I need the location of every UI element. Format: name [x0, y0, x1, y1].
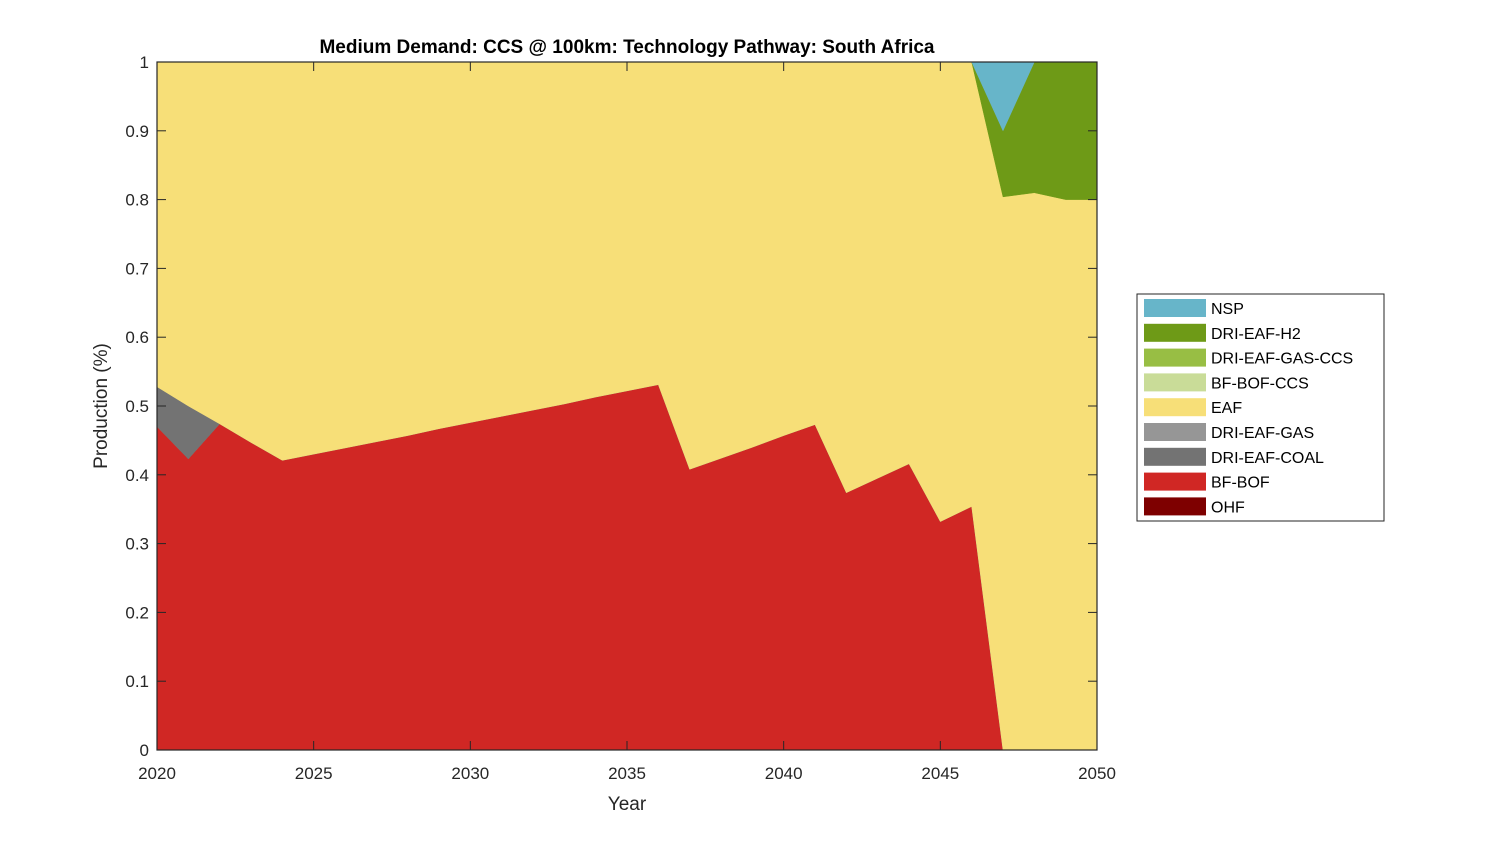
legend-swatch-eaf: [1144, 398, 1206, 417]
legend-label-eaf: EAF: [1211, 400, 1242, 417]
legend-label-dri-eaf-coal: DRI-EAF-COAL: [1211, 450, 1324, 467]
legend-swatch-bf-bof: [1144, 472, 1206, 491]
legend-label-dri-eaf-h2: DRI-EAF-H2: [1211, 326, 1301, 343]
x-tick-labels: 2020 2025 2030 2035 2040 2045 2050: [138, 764, 1116, 783]
x-tick-label: 2025: [295, 764, 333, 783]
x-tick-label: 2030: [451, 764, 489, 783]
y-tick-label: 0.4: [125, 466, 149, 485]
legend-swatch-dri-eaf-h2: [1144, 323, 1206, 342]
legend-label-nsp: NSP: [1211, 301, 1244, 318]
y-tick-label: 0.8: [125, 191, 149, 210]
y-tick-label: 0.2: [125, 603, 149, 622]
y-tick-label: 0.6: [125, 328, 149, 347]
legend: NSP DRI-EAF-H2 DRI-EAF-GAS-CCS BF-BOF-CCS EA…: [1136, 293, 1385, 522]
legend-swatch-ohf: [1144, 497, 1206, 516]
x-tick-label: 2040: [765, 764, 803, 783]
y-axis-title: Production (%): [91, 343, 112, 469]
legend-label-dri-eaf-gas: DRI-EAF-GAS: [1211, 425, 1314, 442]
legend-swatch-nsp: [1144, 299, 1206, 317]
y-tick-label: 0: [140, 741, 149, 760]
legend-swatch-dri-eaf-gas-ccs: [1144, 348, 1206, 367]
x-tick-label: 2020: [138, 764, 176, 783]
y-tick-labels: 0 0.1 0.2 0.3 0.4 0.5 0.6 0.7 0.8 0.9 1: [125, 53, 149, 760]
y-tick-label: 0.5: [125, 397, 149, 416]
legend-label-bf-bof-ccs: BF-BOF-CCS: [1211, 375, 1309, 392]
y-tick-label: 1: [140, 53, 149, 72]
y-tick-label: 0.3: [125, 535, 149, 554]
area-layers: [156, 61, 1098, 751]
legend-label-ohf: OHF: [1211, 499, 1245, 516]
legend-swatch-bf-bof-ccs: [1144, 373, 1206, 392]
x-tick-label: 2045: [921, 764, 959, 783]
y-tick-label: 0.7: [125, 259, 149, 278]
x-axis-title: Year: [608, 794, 647, 815]
legend-swatch-dri-eaf-coal: [1144, 447, 1206, 466]
legend-swatch-dri-eaf-gas: [1144, 423, 1206, 441]
y-tick-label: 0.9: [125, 122, 149, 141]
plot-frame: [156, 61, 1098, 751]
x-tick-label: 2050: [1078, 764, 1116, 783]
legend-label-bf-bof: BF-BOF: [1211, 475, 1270, 492]
chart-title: Medium Demand: CCS @ 100km: Technology P…: [319, 37, 934, 58]
x-tick-label: 2035: [608, 764, 646, 783]
legend-label-dri-eaf-gas-ccs: DRI-EAF-GAS-CCS: [1211, 351, 1353, 368]
y-tick-label: 0.1: [125, 672, 149, 691]
